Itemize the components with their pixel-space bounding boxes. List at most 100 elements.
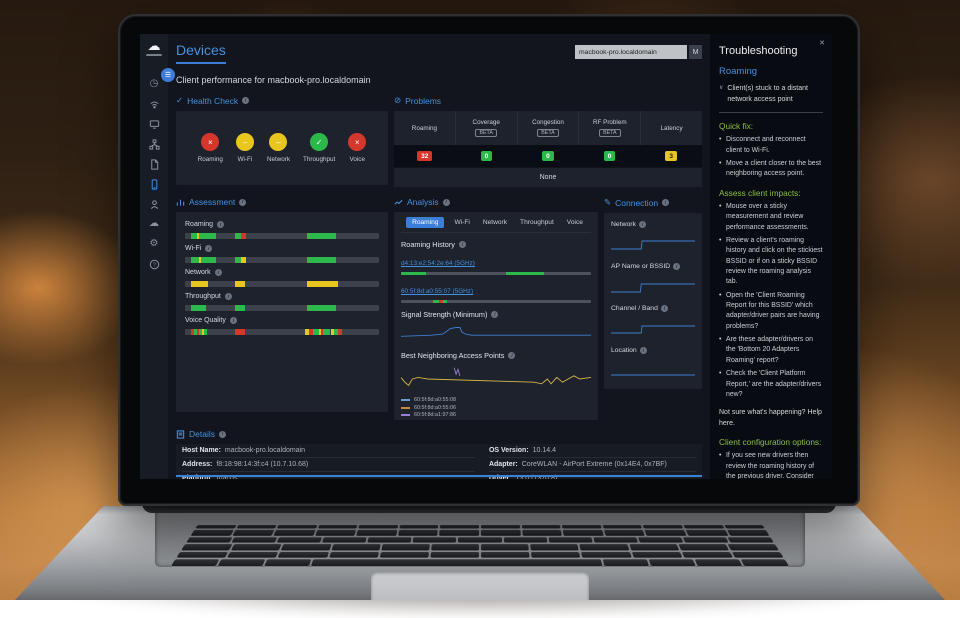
info-icon[interactable] (640, 347, 647, 354)
bssid-link[interactable]: 60:5f:8d:a0:55:07 (5GHz) (401, 288, 473, 295)
legend-label: 60:5f:8d:a0:55:08 (414, 397, 456, 403)
tab-roaming[interactable]: Roaming (406, 217, 444, 228)
cloud-apps-icon[interactable]: ☁ (148, 218, 160, 230)
analysis-card: Roaming Wi-Fi Network Throughput Voice R… (394, 212, 598, 420)
connection-step-chart[interactable] (611, 276, 695, 296)
problems-value-rf-problem[interactable]: 0 (579, 145, 641, 167)
laptop-base (15, 506, 945, 600)
problems-header: ⊘ Problems (394, 95, 702, 106)
client-performance-subtitle: Client performance for macbook-pro.local… (176, 75, 702, 85)
help-note[interactable]: Not sure what's happening? Help here. (719, 408, 823, 429)
app-sidebar: ☁ ☰ ◷ ☁ ⚙ (140, 34, 168, 479)
row-label: Voice Quality (185, 317, 226, 324)
bottom-accent-line (176, 475, 702, 477)
roaming-history-timeline[interactable] (401, 272, 591, 275)
status-dot (236, 133, 254, 151)
legend-swatch (401, 414, 410, 416)
sidebar-toggle-button[interactable]: ☰ (161, 68, 175, 82)
connection-step-chart[interactable] (611, 318, 695, 338)
info-icon[interactable] (217, 221, 224, 228)
info-icon[interactable] (639, 221, 646, 228)
cloud-logo-icon: ☁ (146, 39, 162, 52)
info-icon[interactable] (508, 352, 515, 359)
info-icon[interactable] (661, 305, 668, 312)
info-icon[interactable] (673, 263, 680, 270)
tip-item: Open the 'Client Roaming Report for this… (719, 291, 823, 332)
info-icon[interactable] (491, 311, 498, 318)
legend-label: 60:5f:8d:a1:97:86 (414, 412, 456, 418)
status-dot (348, 133, 366, 151)
roaming-history-title: Roaming History (401, 240, 591, 249)
status-dot (201, 133, 219, 151)
detail-value: macbook-pro.localdomain (225, 447, 305, 454)
settings-icon[interactable]: ⚙ (148, 238, 160, 250)
row-label: Throughput (185, 293, 221, 300)
connection-step-chart[interactable] (611, 234, 695, 254)
issue-text: Client(s) stuck to a distant network acc… (727, 84, 823, 105)
info-icon[interactable] (215, 269, 222, 276)
beta-badge: BETA (475, 129, 496, 137)
info-icon[interactable] (459, 241, 466, 248)
devices-icon[interactable] (148, 178, 160, 190)
count-badge: 0 (481, 151, 493, 161)
wifi-icon[interactable] (148, 98, 160, 110)
info-icon[interactable] (443, 199, 450, 206)
count-badge: 3 (665, 151, 677, 161)
info-icon[interactable] (225, 293, 232, 300)
legend-swatch (401, 407, 410, 409)
roaming-history-entry: 60:5f:8d:a0:55:07 (5GHz) (401, 280, 591, 303)
chevron-down-icon: ∨ (719, 84, 723, 105)
best-neighbors-chart[interactable] (401, 363, 591, 395)
keyboard (155, 509, 805, 567)
assess-impacts-heading: Assess client impacts: (719, 188, 823, 199)
info-icon[interactable] (239, 199, 246, 206)
problems-col-roaming: Roaming (394, 111, 456, 145)
assessment-timeline[interactable] (185, 305, 379, 311)
count-badge: 0 (542, 151, 554, 161)
help-icon[interactable]: ? (148, 258, 160, 270)
search-menu-button[interactable]: M (689, 45, 702, 59)
tab-voice[interactable]: Voice (564, 217, 586, 228)
assessment-timeline[interactable] (185, 257, 379, 263)
connection-step-chart[interactable] (611, 360, 695, 380)
info-icon[interactable] (205, 245, 212, 252)
reports-icon[interactable] (148, 158, 160, 170)
brand-logo: ☁ (146, 39, 162, 56)
problems-value-coverage[interactable]: 0 (456, 145, 518, 167)
svg-text:?: ? (152, 262, 155, 268)
topology-icon[interactable] (148, 138, 160, 150)
assessment-title: Assessment (189, 197, 235, 207)
col-label: RF Problem (593, 119, 627, 126)
client-search-input[interactable] (575, 45, 687, 59)
info-icon[interactable] (662, 199, 669, 206)
tip-item: Move a client closer to the best neighbo… (719, 159, 823, 180)
problems-col-latency: Latency (641, 111, 702, 145)
info-icon[interactable] (230, 317, 237, 324)
tab-wifi[interactable]: Wi-Fi (451, 217, 472, 228)
client-config-list: If you see new drivers then review the r… (719, 451, 823, 479)
field-label: AP Name or BSSID (611, 263, 670, 270)
assessment-timeline[interactable] (185, 233, 379, 239)
quick-fix-list: Disconnect and reconnect client to Wi-Fi… (719, 135, 823, 179)
tab-throughput[interactable]: Throughput (517, 217, 557, 228)
displays-icon[interactable] (148, 118, 160, 130)
problems-col-rf-problem: RF Problem BETA (579, 111, 641, 145)
recent-icon[interactable]: ◷ (148, 78, 160, 90)
problems-value-latency[interactable]: 3 (640, 145, 702, 167)
info-icon[interactable] (242, 97, 249, 104)
health-check-title: Health Check (187, 96, 238, 106)
bssid-link[interactable]: d4:13:e2:54:2e:64 (5GHz) (401, 260, 475, 267)
tab-network[interactable]: Network (480, 217, 510, 228)
problems-title: Problems (405, 96, 441, 106)
details-title: Details (189, 429, 215, 439)
assessment-timeline[interactable] (185, 329, 379, 335)
troubleshooting-issue[interactable]: ∨ Client(s) stuck to a distant network a… (719, 84, 823, 113)
problems-value-congestion[interactable]: 0 (517, 145, 579, 167)
problems-value-roaming[interactable]: 32 (394, 145, 456, 167)
users-icon[interactable] (148, 198, 160, 210)
roaming-history-timeline[interactable] (401, 300, 591, 303)
signal-strength-chart[interactable] (401, 322, 591, 344)
assessment-timeline[interactable] (185, 281, 379, 287)
close-icon[interactable]: ✕ (819, 39, 825, 47)
info-icon[interactable] (219, 431, 226, 438)
